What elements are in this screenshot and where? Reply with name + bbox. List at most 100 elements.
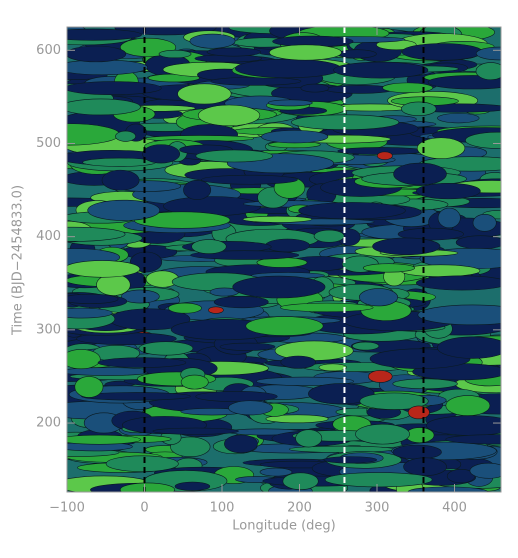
- contour-region: [206, 47, 261, 57]
- contour-region: [183, 180, 212, 200]
- contour-region: [67, 293, 119, 305]
- y-tick-label: 600: [36, 43, 61, 58]
- contour-region: [158, 49, 192, 59]
- contour-region: [392, 378, 458, 390]
- contour-region: [81, 392, 191, 401]
- contour-field: [67, 27, 501, 492]
- contour-region: [67, 59, 148, 76]
- contour-region: [368, 370, 393, 383]
- contour-region: [167, 302, 202, 314]
- contour-region: [280, 302, 374, 313]
- contour-region: [87, 199, 161, 221]
- y-tick-label: 200: [36, 416, 61, 431]
- contour-region: [67, 28, 142, 41]
- x-tick-label: 400: [442, 501, 467, 516]
- contour-region: [219, 342, 276, 351]
- contour-region: [337, 49, 377, 59]
- contour-region: [180, 374, 209, 390]
- contour-region: [282, 472, 319, 490]
- contour-region: [67, 123, 121, 146]
- contour-region: [213, 295, 269, 309]
- contour-region: [97, 357, 187, 368]
- contour-region: [191, 239, 227, 254]
- contour-region: [437, 336, 501, 359]
- contour-region: [67, 307, 113, 319]
- contour-region: [115, 130, 136, 142]
- contour-region: [235, 58, 342, 79]
- contour-region: [189, 33, 236, 49]
- contour-region: [210, 76, 302, 86]
- plot-frame: [66, 26, 502, 493]
- y-tick-label: 500: [36, 136, 61, 151]
- contour-region: [416, 182, 481, 200]
- contour-region: [382, 82, 434, 93]
- contour-region: [105, 455, 179, 472]
- contour-region: [224, 434, 258, 454]
- contour-region: [201, 174, 298, 185]
- contour-region: [475, 62, 501, 81]
- x-tick-label: 200: [287, 501, 312, 516]
- contour-region: [228, 400, 273, 416]
- contour-region: [67, 45, 127, 63]
- contour-region: [256, 376, 354, 386]
- contour-region: [245, 316, 324, 336]
- contour-region: [475, 46, 501, 61]
- contour-region: [208, 306, 224, 314]
- contour-region: [403, 457, 447, 476]
- contour-region: [358, 288, 398, 307]
- contour-region: [362, 263, 415, 273]
- contour-region: [269, 44, 342, 61]
- contour-region: [177, 83, 232, 105]
- contour-region: [74, 376, 104, 398]
- contour-region: [267, 99, 313, 107]
- contour-region: [417, 304, 501, 326]
- contour-region: [119, 482, 175, 492]
- contour-region: [308, 383, 375, 405]
- x-tick-label: 0: [140, 501, 148, 516]
- contour-region: [121, 289, 160, 304]
- contour-region: [265, 414, 329, 424]
- contour-region: [67, 367, 154, 376]
- contour-region: [138, 341, 194, 356]
- contour-region: [465, 131, 501, 149]
- contour-region: [352, 341, 380, 351]
- contour-region: [416, 137, 466, 159]
- y-tick-label: 300: [36, 322, 61, 337]
- contour-region: [142, 144, 181, 164]
- contour-region: [232, 275, 326, 299]
- contour-region: [67, 260, 141, 278]
- contour-region: [174, 481, 211, 491]
- contour-region: [469, 462, 501, 479]
- contour-region: [437, 113, 480, 124]
- contour-region: [407, 405, 430, 420]
- contour-region: [280, 355, 316, 369]
- contour-region: [372, 237, 441, 256]
- x-axis-label: Longitude (deg): [232, 519, 335, 534]
- contour-region: [445, 434, 501, 445]
- x-tick-label: 100: [210, 501, 235, 516]
- contour-region: [67, 349, 101, 370]
- x-tick-label: −100: [49, 501, 85, 516]
- contour-region: [195, 149, 273, 163]
- contour-region: [195, 391, 278, 402]
- contour-region: [401, 101, 437, 116]
- contour-region: [393, 162, 447, 186]
- contour-region: [426, 415, 501, 436]
- contour-region: [300, 83, 330, 93]
- contour-region: [170, 436, 211, 458]
- contour-region: [359, 392, 429, 410]
- contour-region: [324, 472, 433, 488]
- contour-region: [455, 235, 501, 250]
- contour-region: [67, 98, 141, 116]
- y-tick-label: 400: [36, 229, 61, 244]
- contour-region: [152, 427, 239, 435]
- contour-region: [323, 456, 377, 464]
- contour-region: [472, 213, 497, 232]
- contour-region: [298, 202, 406, 220]
- contour-region: [101, 169, 140, 191]
- contour-region: [295, 429, 323, 448]
- contour-region: [416, 275, 501, 291]
- contour-region: [313, 229, 345, 243]
